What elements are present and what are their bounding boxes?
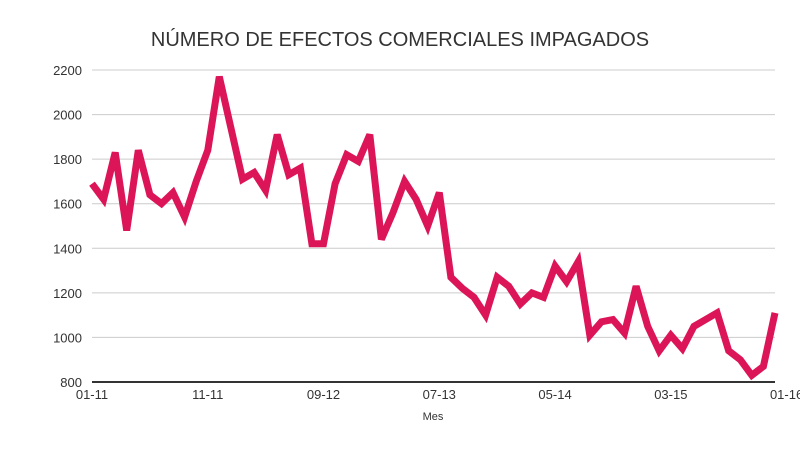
x-tick-label: 01-16 [770, 387, 800, 402]
y-tick-label: 2200 [53, 63, 82, 78]
data-point [240, 176, 246, 182]
data-point [216, 74, 222, 80]
data-point [645, 323, 651, 329]
x-tick-label: 05-14 [538, 387, 571, 402]
data-point [390, 210, 396, 216]
x-tick-label: 01-11 [76, 387, 108, 402]
data-point [772, 310, 778, 316]
data-point [517, 301, 523, 307]
data-point [402, 178, 408, 184]
data-point [436, 190, 442, 196]
y-tick-label: 1800 [53, 152, 82, 167]
data-point [367, 132, 373, 138]
data-point [575, 259, 581, 265]
x-tick-label: 07-13 [423, 387, 456, 402]
data-point [344, 152, 350, 158]
y-tick-label: 1200 [53, 286, 82, 301]
y-tick-label: 1400 [53, 241, 82, 256]
data-point [668, 332, 674, 338]
data-point [726, 348, 732, 354]
data-point [205, 147, 211, 153]
data-point [228, 125, 234, 131]
data-point [679, 346, 685, 352]
data-point [425, 223, 431, 229]
data-point [541, 294, 547, 300]
data-point [529, 290, 535, 296]
data-point [182, 214, 188, 220]
data-point [251, 170, 257, 176]
data-point [703, 317, 709, 323]
data-point [494, 274, 500, 280]
data-point [749, 372, 755, 378]
data-point [471, 294, 477, 300]
x-tick-label: 11-11 [192, 387, 223, 402]
y-tick-label: 800 [60, 375, 82, 390]
data-point [459, 285, 465, 291]
y-tick-label: 1600 [53, 197, 82, 212]
chart-title: NÚMERO DE EFECTOS COMERCIALES IMPAGADOS [151, 28, 649, 51]
data-point [656, 348, 662, 354]
series-line [89, 75, 779, 381]
data-point [170, 190, 176, 196]
x-tick-label: 09-12 [307, 387, 340, 402]
data-point [286, 172, 292, 178]
data-point [355, 158, 361, 164]
data-point [378, 236, 384, 242]
data-point [147, 192, 153, 198]
data-point [101, 196, 107, 202]
data-point [263, 187, 269, 193]
data-point [598, 319, 604, 325]
data-point [89, 181, 95, 187]
data-point [124, 228, 130, 234]
data-point [483, 312, 489, 318]
data-point [321, 241, 327, 247]
data-point [309, 241, 315, 247]
series-group [89, 74, 779, 381]
y-axis-ticks: 800 1000 1200 1400 1600 1800 2000 2200 [53, 63, 82, 390]
y-tick-label: 2000 [53, 108, 82, 123]
data-point [587, 332, 593, 338]
y-tick-label: 1000 [53, 330, 82, 345]
data-point [737, 357, 743, 363]
x-tick-label: 03-15 [654, 387, 687, 402]
data-point [448, 274, 454, 280]
data-point [297, 165, 303, 171]
data-point [552, 263, 558, 269]
data-point [135, 147, 141, 153]
data-point [413, 196, 419, 202]
data-point [506, 283, 512, 289]
data-point [112, 150, 118, 156]
x-axis-label: Mes [423, 411, 444, 423]
data-point [622, 330, 628, 336]
data-point [274, 132, 280, 138]
data-point [564, 279, 570, 285]
data-point [760, 363, 766, 369]
data-point [714, 310, 720, 316]
data-point [193, 178, 199, 184]
x-axis-ticks: 01-11 11-11 09-12 07-13 05-14 03-15 01-16 [76, 387, 800, 402]
data-point [159, 201, 165, 207]
data-point [633, 283, 639, 289]
data-point [610, 317, 616, 323]
data-point [691, 323, 697, 329]
data-point [332, 181, 338, 187]
